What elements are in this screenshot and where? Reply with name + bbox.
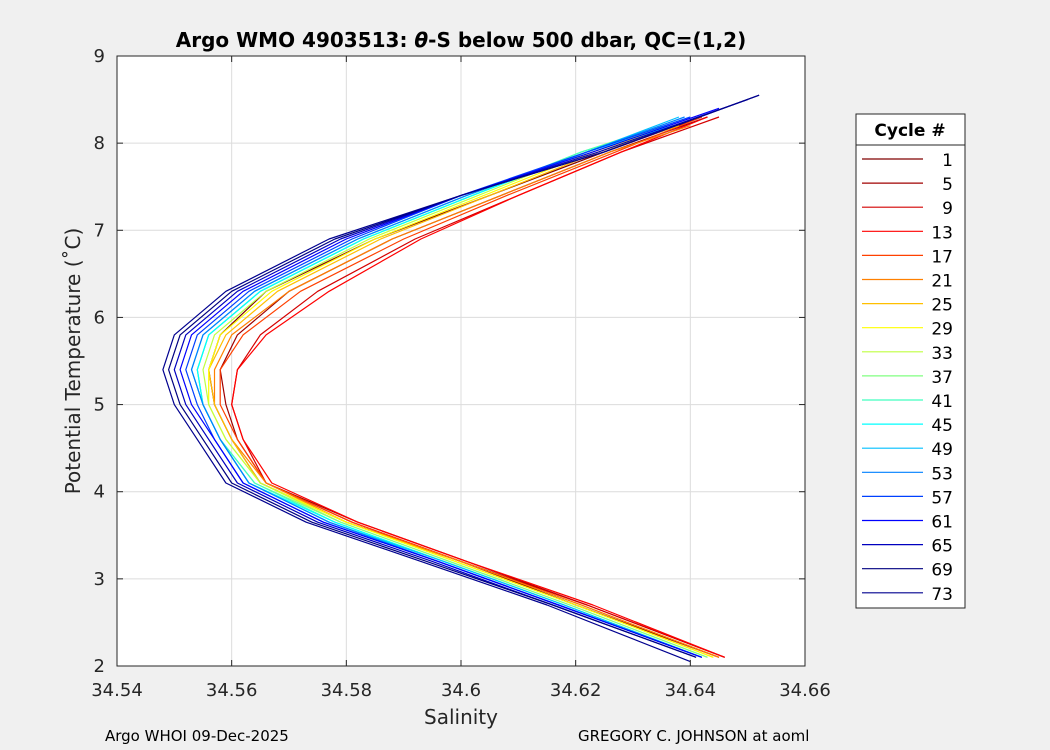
y-tick-label: 8 [94, 133, 105, 154]
legend-label-49: 49 [931, 440, 953, 460]
y-axis-ticks: 2 3 4 5 6 7 8 9 [94, 46, 805, 677]
legend-label-45: 45 [931, 416, 953, 436]
legend-label-25: 25 [931, 296, 953, 316]
legend-label-61: 61 [931, 513, 953, 533]
x-tick-label: 34.56 [206, 680, 258, 701]
legend-entries: 1 5 9 13 17 21 25 29 33 37 41 45 49 53 57 61 65 69 73 [862, 151, 953, 605]
legend-label-73: 73 [931, 585, 953, 605]
chart-title: Argo WMO 4903513: θ-S below 500 dbar, QC… [176, 28, 746, 52]
legend-label-57: 57 [931, 488, 953, 508]
y-axis-label: Potential Temperature (˚C) [61, 228, 85, 495]
legend-label-37: 37 [931, 368, 953, 388]
legend-label-65: 65 [931, 537, 953, 557]
y-tick-label: 2 [94, 656, 105, 677]
legend-label-41: 41 [931, 392, 953, 412]
series-line-21 [213, 125, 720, 658]
legend-box [855, 113, 966, 609]
legend-label-33: 33 [931, 344, 953, 364]
series-line-13 [231, 116, 725, 658]
series-line-73 [162, 94, 760, 663]
legend-label-5: 5 [942, 175, 953, 195]
x-tick-label: 34.62 [550, 680, 602, 701]
y-tick-label: 7 [94, 220, 105, 241]
legend-label-29: 29 [931, 320, 953, 340]
footer-left: Argo WHOI 09-Dec-2025 [105, 727, 289, 745]
y-tick-label: 3 [94, 569, 105, 590]
x-axis-ticks: 34.54 34.56 34.58 34.6 34.62 34.64 34.66 [91, 56, 831, 701]
legend-label-69: 69 [931, 561, 953, 581]
legend-label-17: 17 [931, 247, 953, 267]
x-tick-label: 34.64 [665, 680, 717, 701]
x-tick-label: 34.54 [91, 680, 143, 701]
legend-label-9: 9 [942, 199, 953, 219]
x-axis-label: Salinity [424, 705, 498, 729]
series-line-29 [208, 125, 714, 658]
y-tick-label: 9 [94, 46, 105, 67]
data-lines [162, 94, 760, 663]
x-tick-label: 34.66 [779, 680, 831, 701]
footer-right: GREGORY C. JOHNSON at aoml [578, 727, 809, 745]
x-tick-label: 34.58 [321, 680, 373, 701]
legend-label-13: 13 [931, 223, 953, 243]
legend-title: Cycle # [874, 121, 945, 141]
y-tick-label: 6 [94, 307, 105, 328]
legend-label-53: 53 [931, 464, 953, 484]
legend-label-21: 21 [931, 272, 953, 292]
x-tick-label: 34.6 [441, 680, 481, 701]
y-tick-label: 5 [94, 395, 105, 416]
legend-label-1: 1 [942, 151, 953, 171]
y-tick-label: 4 [94, 482, 105, 503]
